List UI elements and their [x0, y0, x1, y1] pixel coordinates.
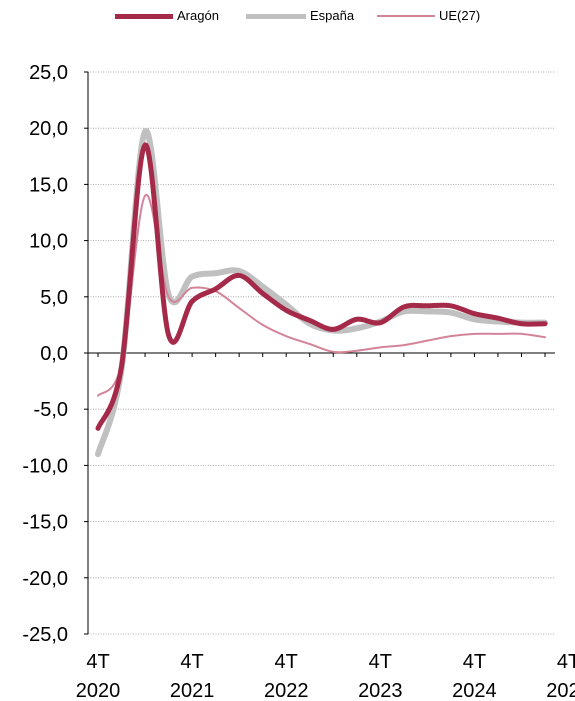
y-tick-label: -5,0	[34, 399, 68, 421]
legend: Aragón España UE(27)	[0, 6, 575, 26]
x-tick-label-year: 2021	[170, 680, 215, 701]
y-tick-label: -10,0	[22, 455, 68, 477]
x-tick-label-year: 2024	[452, 680, 497, 701]
x-tick-label-quarter: 4T	[557, 651, 575, 673]
legend-swatch	[246, 13, 306, 19]
x-tick-label-quarter: 4T	[86, 651, 109, 673]
x-tick-label-year: 2022	[264, 680, 309, 701]
y-tick-label: 20,0	[29, 118, 68, 140]
x-tick-label-year: 2025	[546, 680, 575, 701]
x-tick-label-year: 2023	[358, 680, 403, 701]
legend-label: UE(27)	[439, 8, 481, 23]
x-tick-label-quarter: 4T	[275, 651, 298, 673]
legend-swatch	[115, 13, 173, 19]
y-tick-label: 25,0	[29, 62, 68, 84]
legend-swatch	[377, 15, 435, 17]
series-line-arag-n	[95, 142, 548, 431]
x-axis-tick-labels: 4T 2020 4T 2021 4T 2022 4T 2023 4T 2024 4T 2025	[76, 651, 575, 701]
x-tick-label-quarter: 4T	[463, 651, 486, 673]
y-tick-label: -25,0	[22, 624, 68, 646]
y-axis-tick-labels: 25,0 20,0 15,0 10,0 5,0 0,0 -5,0 -10,0 -15,0 -20,…	[22, 62, 68, 646]
legend-label: Aragón	[177, 8, 219, 23]
y-tick-label: 15,0	[29, 174, 68, 196]
x-tick-label-quarter: 4T	[369, 651, 392, 673]
axes	[84, 71, 555, 635]
legend-item: España	[246, 6, 354, 26]
legend-label: España	[310, 8, 355, 23]
gridlines	[88, 71, 555, 635]
y-tick-label: 10,0	[29, 231, 68, 253]
y-tick-label: 0,0	[40, 343, 68, 365]
x-tick-label-quarter: 4T	[180, 651, 203, 673]
legend-item: Aragón	[115, 6, 219, 26]
legend-item: UE(27)	[377, 6, 480, 26]
x-tick-label-year: 2020	[76, 680, 121, 701]
y-tick-label: 5,0	[40, 287, 68, 309]
y-tick-label: -15,0	[22, 512, 68, 534]
y-tick-label: -20,0	[22, 568, 68, 590]
series-lines	[95, 128, 548, 458]
